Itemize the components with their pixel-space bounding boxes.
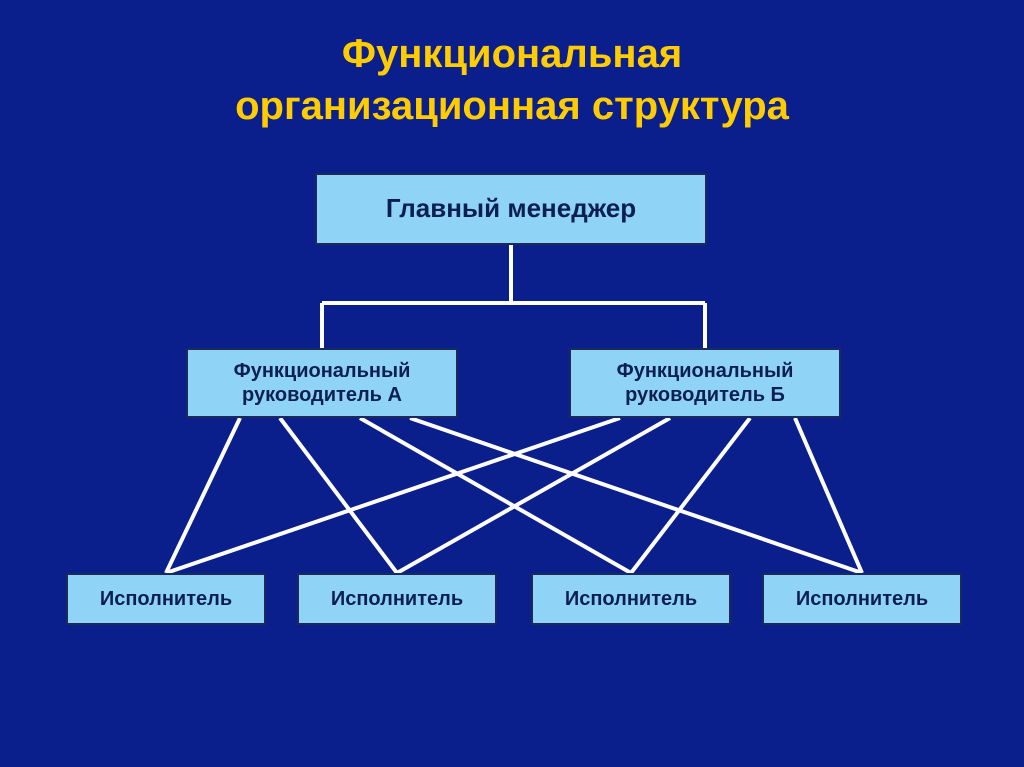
- node-top-label: Главный менеджер: [386, 193, 636, 224]
- node-e2-label: Исполнитель: [331, 587, 463, 611]
- node-top-manager: Главный менеджер: [315, 173, 707, 245]
- node-functional-manager-b: Функциональный руководитель Б: [569, 348, 841, 418]
- node-functional-manager-a: Функциональный руководитель А: [186, 348, 458, 418]
- title-line2: организационная структура: [235, 84, 789, 128]
- node-e4-label: Исполнитель: [796, 587, 928, 611]
- slide-title: Функциональная организационная структура: [0, 28, 1024, 132]
- node-executor-4: Исполнитель: [762, 573, 962, 625]
- node-executor-2: Исполнитель: [297, 573, 497, 625]
- node-midB-label: Функциональный руководитель Б: [617, 359, 794, 407]
- node-midA-label: Функциональный руководитель А: [234, 359, 411, 407]
- title-line1: Функциональная: [342, 32, 682, 76]
- node-e1-label: Исполнитель: [100, 587, 232, 611]
- node-e3-label: Исполнитель: [565, 587, 697, 611]
- node-executor-1: Исполнитель: [66, 573, 266, 625]
- slide: Функциональная организационная структура…: [0, 0, 1024, 767]
- node-executor-3: Исполнитель: [531, 573, 731, 625]
